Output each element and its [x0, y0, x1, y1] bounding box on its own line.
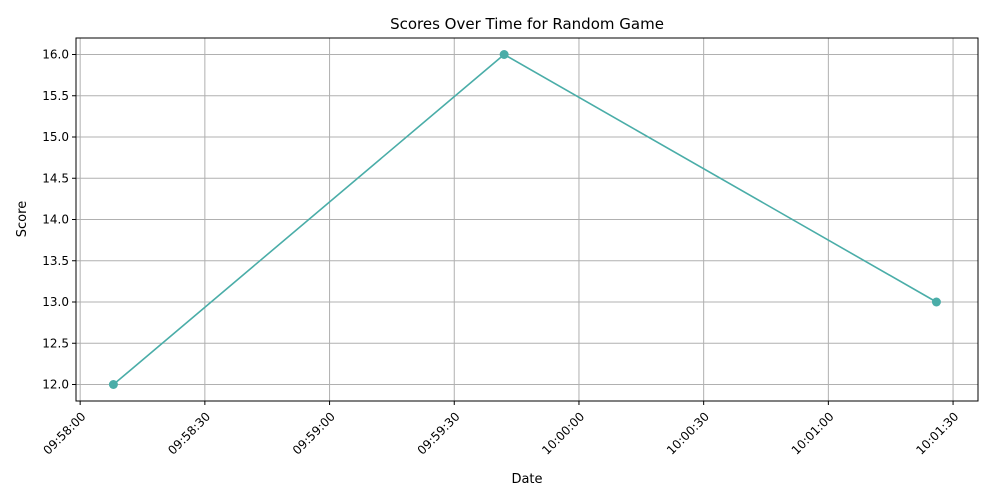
grid: [76, 38, 978, 401]
x-tick-label: 10:01:00: [789, 409, 837, 457]
y-tick-label: 15.5: [42, 89, 69, 103]
x-axis: 09:58:00 09:58:30 09:59:00 09:59:30 10:00:00…: [40, 401, 961, 457]
x-tick-label: 10:00:00: [539, 409, 587, 457]
x-tick-label: 10:01:30: [913, 409, 961, 457]
x-tick-label: 09:59:30: [415, 409, 463, 457]
x-tick-label: 09:58:30: [165, 409, 213, 457]
y-tick-label: 14.0: [42, 213, 69, 227]
x-tick-label: 09:58:00: [40, 409, 88, 457]
y-tick-label: 13.0: [42, 295, 69, 309]
data-point: [931, 297, 941, 307]
y-tick-label: 15.0: [42, 130, 69, 144]
y-tick-label: 16.0: [42, 48, 69, 62]
y-axis-label: Score: [15, 201, 30, 237]
y-tick-label: 12.0: [42, 378, 69, 392]
chart-title: Scores Over Time for Random Game: [390, 15, 664, 33]
y-tick-label: 14.5: [42, 171, 69, 185]
x-tick-label: 10:00:30: [664, 409, 712, 457]
x-tick-label: 09:59:00: [290, 409, 338, 457]
y-tick-label: 13.5: [42, 254, 69, 268]
series-layer: [108, 50, 941, 389]
data-point: [499, 50, 509, 59]
x-axis-label: Date: [511, 472, 542, 487]
y-axis: 12.0 12.5 13.0 13.5 14.0 14.5 15.0 15.5 16.0: [42, 48, 76, 392]
data-point: [108, 380, 118, 389]
y-tick-label: 12.5: [42, 336, 69, 350]
